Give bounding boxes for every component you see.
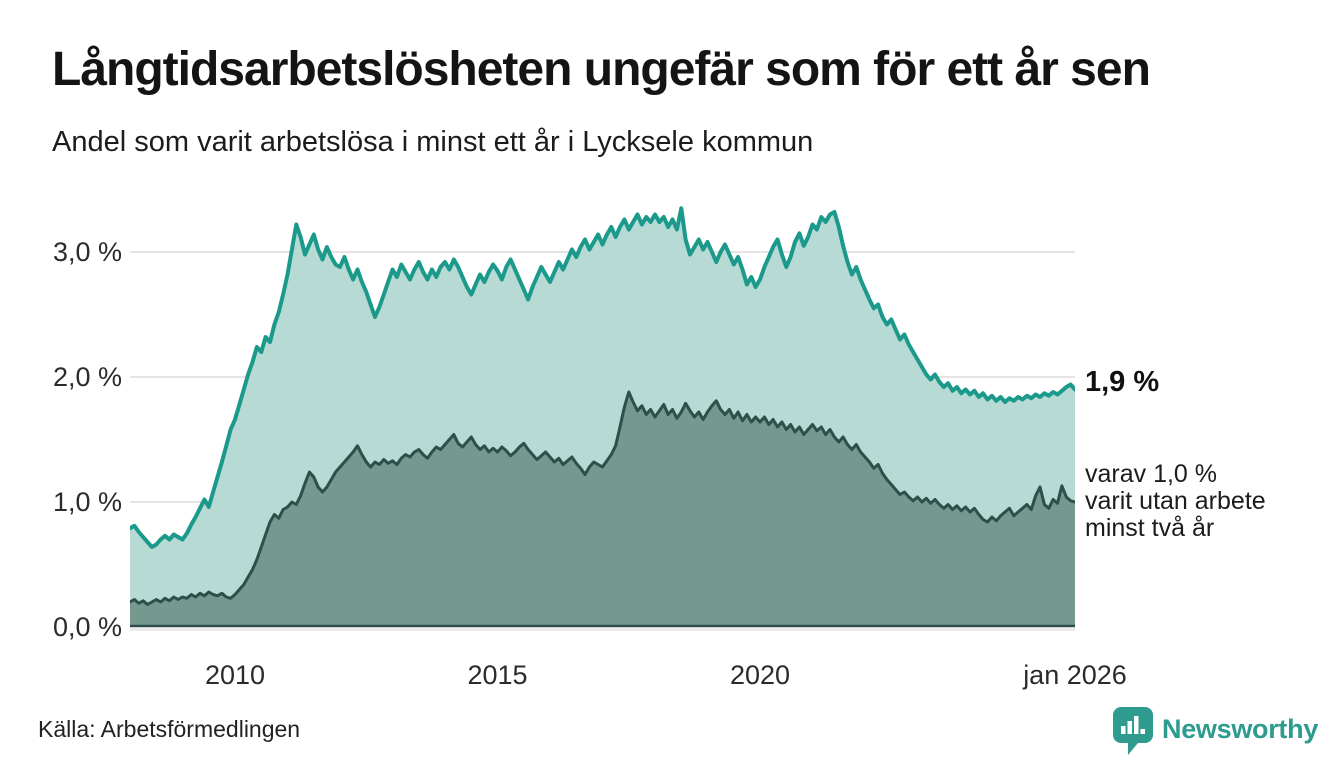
x-tick-label: 2020 <box>729 660 791 690</box>
y-tick-label: 1,0 % <box>52 487 122 517</box>
x-tick-label: 2015 <box>467 660 528 690</box>
line-unemployed-one-year <box>130 206 1075 549</box>
y-tick-label: 0,0 % <box>52 612 122 642</box>
y-tick-label: 2,0 % <box>52 362 122 392</box>
y-tick-label: 3,0 % <box>52 237 122 267</box>
end-value-label-line: varit utan arbete <box>1085 487 1266 515</box>
x-tick-label: jan 2026 <box>1023 660 1127 690</box>
x-tick-label: 2010 <box>204 660 266 690</box>
unemployment-area-chart <box>130 206 1075 631</box>
area-unemployed-two-years <box>130 392 1075 627</box>
newsworthy-bar-chart-bubble-icon <box>1113 707 1153 755</box>
source-caption: Källa: Arbetsförmedlingen <box>38 716 301 742</box>
page-title: Långtidsarbetslösheten ungefär som för e… <box>52 43 1151 96</box>
end-value-label-line: minst två år <box>1085 514 1215 542</box>
line-unemployed-two-years <box>130 390 1075 606</box>
brand-name: Newsworthy <box>1162 714 1319 744</box>
end-value-label-line: varav 1,0 % <box>1085 460 1218 488</box>
end-value-label-one-year: 1,9 % <box>1085 366 1160 398</box>
page-subtitle: Andel som varit arbetslösa i minst ett å… <box>52 126 814 158</box>
newsworthy-logo: Newsworthy <box>1113 707 1318 757</box>
exclamation-dot <box>1140 729 1145 734</box>
end-value-label-two-years: varav 1,0 % varit utan arbete minst två … <box>1085 461 1266 542</box>
